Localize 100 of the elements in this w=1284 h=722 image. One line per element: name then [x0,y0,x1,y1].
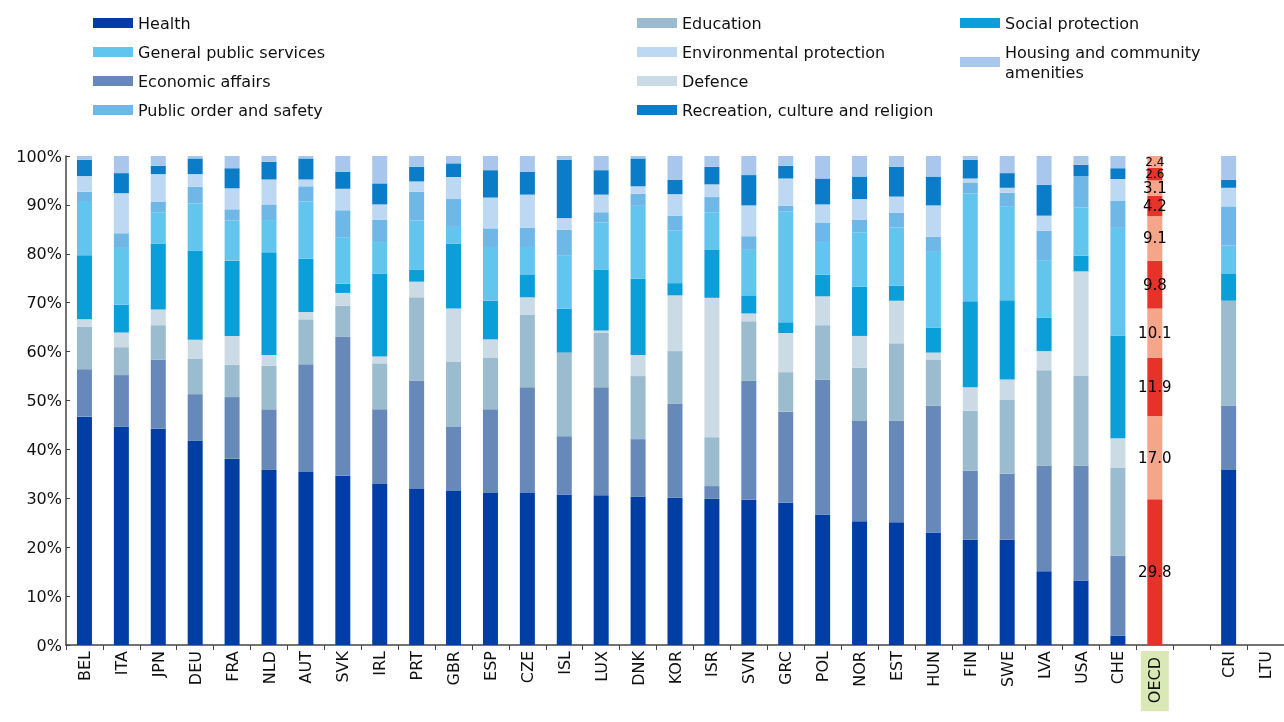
x-tick-label: AUT [296,650,316,684]
bar [962,156,978,160]
bar [446,163,462,178]
bar [741,249,757,296]
legend-label: Economic affairs [138,71,271,91]
bar [815,379,831,515]
bar [1110,168,1126,179]
bar [852,199,868,220]
bar [778,411,794,503]
bar [298,364,314,472]
bar [1221,187,1237,207]
bar [113,247,129,305]
bar [815,204,831,223]
bar [999,400,1015,474]
x-tick-label: ISR [702,651,722,677]
bar [446,490,462,645]
x-tick-label: GRC [776,651,796,685]
bar [741,156,757,176]
bar [999,192,1015,207]
y-tick-label: 0% [36,635,62,655]
bar [187,440,203,645]
bar [113,173,129,194]
bar [519,246,535,275]
bar [113,193,129,234]
bar [888,300,904,344]
bar [778,178,794,206]
data-label: 10.1 [1138,324,1172,343]
bar [482,246,498,301]
bar [593,194,609,213]
bar [1221,179,1237,188]
bar [925,176,941,206]
bar [999,156,1015,174]
bar [593,156,609,171]
bar [150,174,166,202]
bar [741,295,757,314]
x-tick-label: BEL [74,650,94,681]
bar [999,187,1015,193]
bar [815,274,831,297]
bar [150,309,166,326]
legend-label: Health [138,13,191,33]
bar [187,203,203,251]
bar [1110,635,1126,645]
bar [888,227,904,286]
bar [852,521,868,645]
bar [519,387,535,493]
bar [519,227,535,247]
legend-label: Housing and community amenities [1005,42,1206,82]
x-tick-label: CZE [517,651,537,684]
bar [593,333,609,388]
bar [76,176,92,192]
bar [1073,465,1089,581]
bar [630,355,646,377]
bar [778,322,794,334]
bar [335,210,351,238]
bar [224,156,240,169]
x-tick-label: KOR [665,651,685,685]
bar [999,206,1015,301]
bar [888,156,904,167]
x-tick-label: LTU [1256,651,1276,680]
bar [446,226,462,244]
bar [1036,370,1052,466]
bar [409,380,425,490]
bar [630,278,646,356]
bar [482,357,498,410]
x-tick-label: FIN [960,651,980,677]
bar [704,166,720,185]
bar [556,156,572,160]
bar [888,212,904,228]
y-tick-label: 60% [26,342,62,362]
data-label: 9.1 [1142,229,1167,248]
bar [519,194,535,228]
bar [372,363,388,410]
x-tick-label: IRL [370,650,390,676]
bar [1036,465,1052,572]
bar [298,158,314,180]
bar [852,156,868,177]
bar [1036,230,1052,261]
bar [1036,156,1052,185]
bar [224,188,240,210]
bar [261,156,277,162]
bar [224,168,240,189]
bar [187,358,203,395]
bar [741,236,757,250]
bar [741,313,757,322]
bar [150,428,166,645]
bar [482,156,498,171]
bar [298,201,314,259]
bar [335,156,351,172]
bar [335,305,351,337]
bar [741,321,757,381]
y-tick-label: 70% [26,293,62,313]
x-tick-label: POL [813,650,833,683]
bar [1221,405,1237,470]
bar [667,403,683,498]
bar [482,228,498,247]
bar [667,230,683,284]
bar [446,199,462,227]
legend-label: Environmental protection [682,42,886,62]
bar [519,297,535,315]
bar [1221,469,1237,645]
